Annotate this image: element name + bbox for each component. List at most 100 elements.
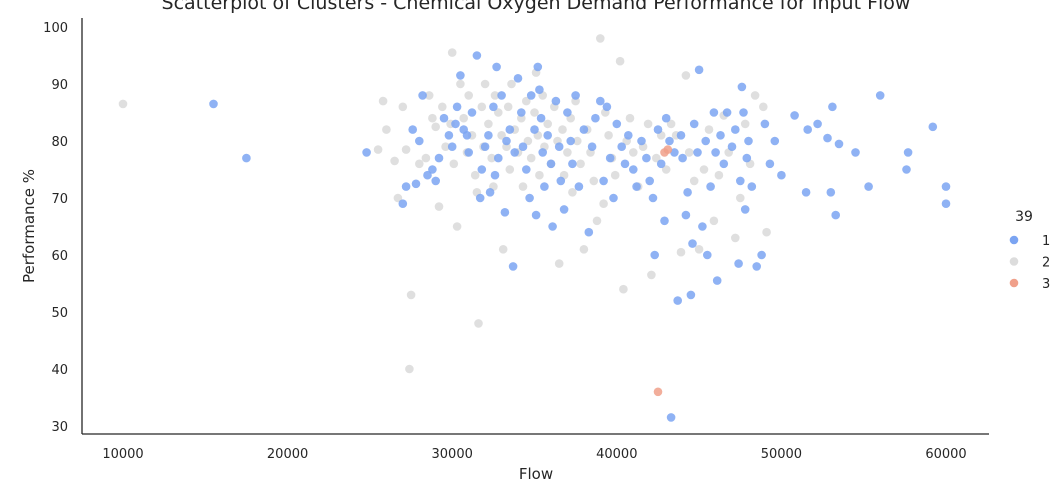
point-series-1 <box>903 148 913 157</box>
legend-marker-1 <box>1009 235 1019 245</box>
point-series-2 <box>447 48 457 57</box>
point-series-1 <box>540 182 549 191</box>
point-series-1 <box>740 205 750 214</box>
chart-title: Scatterplot of Clusters - Chemical Oxyge… <box>162 0 911 14</box>
point-series-1 <box>480 142 490 151</box>
point-series-1 <box>444 131 454 140</box>
point-series-1 <box>648 193 658 203</box>
point-series-1 <box>711 148 720 157</box>
legend-title: 39 <box>1015 209 1033 225</box>
point-series-1 <box>447 142 457 151</box>
point-series-1 <box>790 111 799 120</box>
x-tick-label: 60000 <box>925 447 966 462</box>
point-series-2 <box>676 247 686 257</box>
point-series-2 <box>599 199 608 208</box>
point-series-1 <box>411 179 421 189</box>
point-series-1 <box>744 136 753 146</box>
point-series-2 <box>393 193 403 203</box>
point-series-1 <box>722 108 732 117</box>
point-series-2 <box>573 136 582 146</box>
point-series-1 <box>941 199 951 208</box>
point-series-1 <box>563 108 572 117</box>
point-series-2 <box>596 34 605 43</box>
point-series-1 <box>494 153 503 163</box>
point-series-1 <box>666 413 676 422</box>
point-series-2 <box>398 102 408 112</box>
point-series-2 <box>464 91 474 100</box>
point-series-2 <box>589 176 599 186</box>
point-series-2 <box>709 216 719 226</box>
point-series-1 <box>670 148 679 157</box>
y-axis-label: Performance % <box>20 169 38 283</box>
point-series-1 <box>813 119 822 129</box>
point-series-1 <box>660 216 669 226</box>
point-series-1 <box>757 250 766 260</box>
point-series-1 <box>543 131 552 140</box>
point-series-1 <box>689 119 699 129</box>
point-series-2 <box>681 71 691 80</box>
point-series-1 <box>642 153 651 163</box>
y-tick-label: 90 <box>51 78 68 93</box>
point-series-1 <box>566 136 575 146</box>
point-series-2 <box>480 79 490 89</box>
point-series-1 <box>492 62 501 72</box>
point-series-2 <box>530 108 539 117</box>
point-series-2 <box>390 156 399 166</box>
point-series-1 <box>709 108 719 117</box>
point-series-1 <box>431 176 441 186</box>
point-series-2 <box>592 216 602 226</box>
point-series-2 <box>554 259 564 268</box>
point-series-2 <box>431 122 441 132</box>
point-series-1 <box>533 62 543 72</box>
point-series-1 <box>742 153 752 163</box>
point-series-1 <box>653 125 663 134</box>
point-series-1 <box>497 91 506 100</box>
point-series-1 <box>489 102 498 112</box>
point-series-2 <box>689 176 699 186</box>
point-series-1 <box>834 139 844 149</box>
point-series-2 <box>522 96 531 106</box>
point-series-2 <box>610 170 620 180</box>
point-series-2 <box>661 165 671 174</box>
point-series-1 <box>602 102 612 112</box>
point-series-1 <box>209 99 218 109</box>
point-series-1 <box>661 113 671 123</box>
point-series-2 <box>503 102 513 112</box>
point-series-2 <box>401 145 411 154</box>
point-series-1 <box>826 188 836 197</box>
point-series-1 <box>579 125 589 134</box>
point-series-1 <box>831 210 840 220</box>
point-series-2 <box>647 270 656 280</box>
point-series-1 <box>485 188 495 197</box>
point-series-2 <box>526 153 536 163</box>
point-series-1 <box>703 250 712 260</box>
point-series-2 <box>474 319 483 328</box>
point-series-2 <box>684 148 694 157</box>
point-series-2 <box>441 142 450 151</box>
point-series-1 <box>508 262 518 271</box>
point-series-1 <box>434 153 444 163</box>
point-series-2 <box>643 119 653 129</box>
point-series-2 <box>568 188 577 197</box>
point-series-1 <box>556 176 566 186</box>
point-series-1 <box>736 176 745 186</box>
point-series-1 <box>467 108 477 117</box>
point-series-2 <box>759 102 768 112</box>
point-series-2 <box>484 119 493 129</box>
point-series-2 <box>714 170 724 180</box>
point-series-2 <box>615 56 625 66</box>
point-series-2 <box>619 284 628 294</box>
point-series-1 <box>686 290 696 300</box>
point-series-2 <box>438 102 447 112</box>
point-series-2 <box>470 170 480 180</box>
point-series-2 <box>505 165 515 174</box>
point-series-1 <box>683 188 692 197</box>
point-series-1 <box>554 142 564 151</box>
point-series-1 <box>510 148 519 157</box>
point-series-1 <box>747 182 757 191</box>
y-tick-label: 70 <box>51 192 68 207</box>
point-series-1 <box>739 108 748 117</box>
point-series-1 <box>451 119 460 129</box>
point-series-2 <box>118 99 128 109</box>
point-series-1 <box>484 131 493 140</box>
